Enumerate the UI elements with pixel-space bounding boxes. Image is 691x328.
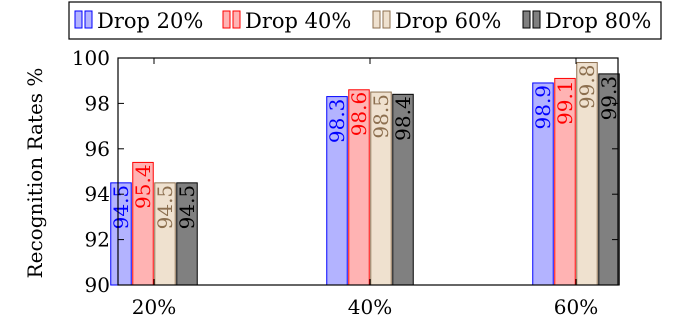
legend-item: Drop 20%	[74, 9, 203, 33]
legend-swatch	[84, 10, 93, 29]
legend-item: Drop 60%	[372, 9, 501, 33]
legend-swatch	[372, 10, 381, 29]
legend: Drop 20% Drop 40% Drop 60% Drop 80%	[68, 1, 662, 40]
data-label: 94.5	[109, 185, 133, 230]
x-tick-label: 20%	[132, 295, 176, 319]
data-label: 98.5	[369, 94, 393, 139]
data-label: 94.5	[153, 185, 177, 230]
legend-label: Drop 80%	[545, 9, 651, 33]
data-label: 99.3	[597, 76, 621, 121]
y-tick-label: 100	[72, 46, 110, 70]
legend-swatch	[532, 10, 541, 29]
data-label: 94.5	[175, 185, 199, 230]
data-label: 98.4	[391, 96, 415, 141]
legend-swatch	[522, 10, 531, 29]
y-tick-label: 90	[85, 273, 110, 297]
data-label: 98.6	[347, 92, 371, 137]
x-tick-label: 60%	[554, 295, 598, 319]
legend-label: Drop 20%	[97, 9, 203, 33]
legend-box	[68, 1, 662, 40]
x-tick-label: 40%	[348, 295, 392, 319]
y-tick-label: 92	[85, 228, 110, 252]
plot-area: 94.5 98.3 98.9 95.4 98.6 99.1 94.5 98.5 99.8 94.5…	[72, 46, 621, 319]
y-tick-label: 96	[85, 137, 110, 161]
data-label: 95.4	[131, 164, 155, 209]
data-label: 98.3	[325, 99, 349, 144]
legend-item: Drop 80%	[522, 9, 651, 33]
data-label: 98.9	[531, 85, 555, 130]
legend-swatch	[382, 10, 391, 29]
legend-swatch	[222, 10, 231, 29]
data-label: 99.1	[553, 80, 577, 125]
legend-swatch	[74, 10, 83, 29]
data-label: 99.8	[575, 65, 599, 110]
y-tick-label: 98	[85, 91, 110, 115]
y-tick-label: 94	[85, 182, 110, 206]
legend-label: Drop 60%	[395, 9, 501, 33]
legend-label: Drop 40%	[245, 9, 351, 33]
y-axis-label: Recognition Rates %	[23, 68, 47, 279]
legend-item: Drop 40%	[222, 9, 351, 33]
plot-frame	[117, 57, 619, 286]
legend-swatch	[232, 10, 241, 29]
